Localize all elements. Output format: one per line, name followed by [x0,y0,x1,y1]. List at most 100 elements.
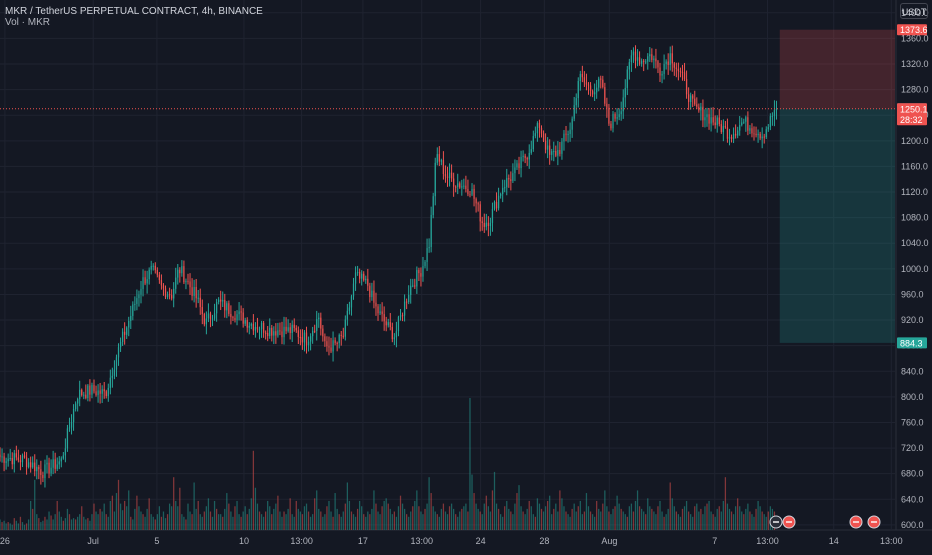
candle[interactable] [442,160,445,175]
candle[interactable] [352,283,355,297]
candle[interactable] [632,51,635,56]
candle[interactable] [134,303,136,305]
candle[interactable] [107,387,109,397]
candle[interactable] [344,319,346,337]
candle[interactable] [600,78,602,80]
candle[interactable] [7,458,9,462]
candle[interactable] [254,327,257,331]
candle[interactable] [5,461,7,463]
candle[interactable] [663,64,665,74]
candle[interactable] [277,330,279,336]
candle[interactable] [732,133,735,139]
candle[interactable] [375,302,377,307]
candle[interactable] [596,87,598,93]
candle[interactable] [48,462,50,474]
candle[interactable] [326,341,328,347]
candle[interactable] [408,294,410,303]
candle[interactable] [489,222,492,227]
candle[interactable] [105,391,107,397]
candle[interactable] [563,133,565,142]
candle[interactable] [712,117,714,123]
candle[interactable] [359,272,361,279]
candle[interactable] [187,280,189,282]
stop-price-tag[interactable]: 1373.6 [897,24,928,36]
price-axis[interactable]: 600.0640.0680.0720.0760.0800.0840.0880.0… [901,8,929,530]
candle[interactable] [371,290,373,298]
candle[interactable] [737,130,739,136]
candle[interactable] [232,317,234,319]
candle[interactable] [89,385,91,395]
candle[interactable] [647,56,649,62]
candle[interactable] [19,460,22,463]
candle[interactable] [759,133,761,139]
candle[interactable] [649,54,651,57]
candle[interactable] [199,297,201,308]
candle[interactable] [144,277,146,284]
candle[interactable] [36,466,38,472]
candle[interactable] [669,53,671,65]
candle[interactable] [152,265,154,267]
candle[interactable] [506,178,508,188]
candle[interactable] [739,125,741,131]
candle[interactable] [177,269,179,278]
candle[interactable] [387,322,389,326]
candle[interactable] [60,458,62,462]
candle[interactable] [103,389,105,392]
candle[interactable] [119,341,122,348]
candle[interactable] [150,266,152,270]
candle[interactable] [332,340,334,352]
candle[interactable] [236,314,238,321]
candle[interactable] [154,265,156,271]
candle[interactable] [528,152,530,160]
candle[interactable] [722,126,724,133]
candle[interactable] [293,324,295,328]
candle[interactable] [40,469,42,475]
candle[interactable] [704,117,706,121]
candle[interactable] [749,128,751,131]
candle[interactable] [27,462,30,467]
candle[interactable] [418,270,420,274]
candle[interactable] [85,394,87,398]
candle[interactable] [551,151,553,155]
candle[interactable] [222,299,224,302]
candle[interactable] [191,287,193,296]
candle[interactable] [148,269,150,280]
candle[interactable] [173,288,175,299]
candle[interactable] [13,453,15,465]
candle[interactable] [532,136,534,150]
candle[interactable] [604,87,606,104]
candle[interactable] [530,149,532,153]
risk-zone[interactable] [779,29,895,109]
candle[interactable] [393,337,396,340]
candle[interactable] [626,69,628,88]
candle[interactable] [598,78,600,88]
candle[interactable] [475,198,477,204]
candle[interactable] [773,110,776,117]
candle[interactable] [502,187,504,195]
position-tool[interactable] [779,29,895,343]
candle[interactable] [463,185,465,187]
candle[interactable] [461,186,463,188]
candle[interactable] [724,126,727,128]
candle[interactable] [540,127,543,134]
candle[interactable] [220,299,222,302]
candle[interactable] [745,117,747,122]
candle[interactable] [111,375,114,378]
candle[interactable] [44,464,46,479]
candle[interactable] [534,133,536,137]
current-price-tag[interactable]: 1250.128:32 [897,103,928,126]
candle[interactable] [369,285,371,298]
candle[interactable] [430,214,432,247]
candle[interactable] [193,287,195,296]
economic-event-icon[interactable] [849,515,863,529]
candle[interactable] [679,71,682,73]
candle[interactable] [630,55,633,63]
candle[interactable] [546,145,549,150]
candle[interactable] [497,195,500,209]
candle[interactable] [667,61,669,65]
candle[interactable] [769,116,771,128]
candle[interactable] [275,331,277,336]
candle[interactable] [218,299,220,303]
candle[interactable] [185,280,187,283]
candle[interactable] [242,312,244,324]
